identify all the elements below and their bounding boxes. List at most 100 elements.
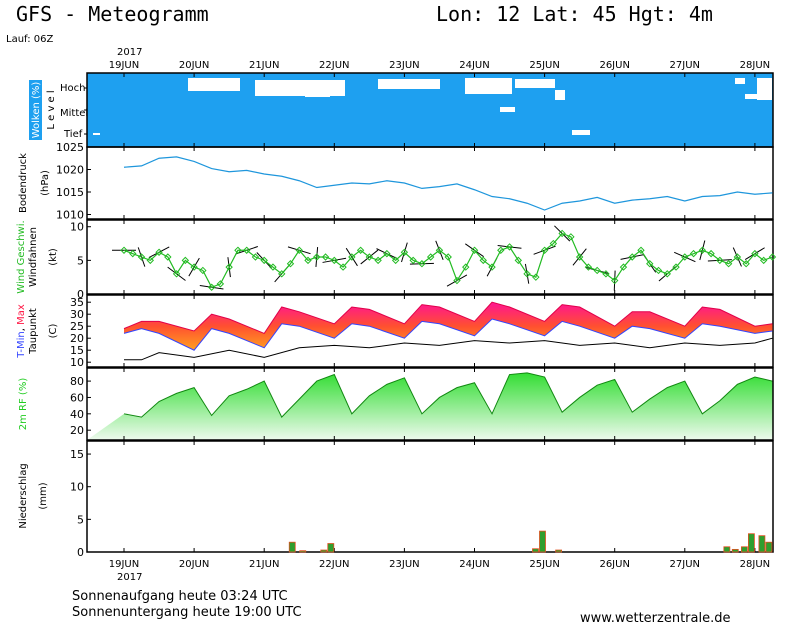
precip-unit: (mm) (38, 482, 49, 509)
wind-point (567, 233, 575, 241)
wind-point (374, 256, 382, 265)
pressure-ytick-label: 1025 (56, 141, 84, 154)
cloud-gap (188, 78, 240, 91)
wind-point (637, 246, 645, 254)
rh-ytick-label: 80 (70, 375, 84, 388)
precip-bar (320, 549, 328, 553)
day-axis-top: 19JUN 20JUN 21JUN 22JUN 23JUN 24JUN 25JUN 26JUN… (109, 60, 770, 71)
rh-ytick-label: 60 (70, 391, 84, 404)
precip-bar (747, 533, 755, 553)
precip-bar (327, 543, 335, 553)
wind-point (286, 260, 295, 268)
wind-point (698, 246, 707, 254)
day-label-bottom: 28JUN (740, 559, 770, 570)
day-label-bottom: 24JUN (459, 559, 489, 570)
temp-band (124, 302, 773, 351)
pressure-line (123, 156, 773, 211)
wind-point (137, 253, 146, 261)
day-label-top: 24JUN (459, 60, 489, 71)
site-label: www.wetterzentrale.de (580, 611, 730, 625)
wind-point (251, 253, 260, 261)
sunset-label: Sonnenuntergang heute 19:00 UTC (72, 605, 302, 620)
cloud-gap (272, 86, 290, 96)
wind-point (453, 276, 461, 285)
rh-title: 2m RF (%) (18, 378, 29, 431)
cloud-gap (735, 78, 745, 84)
wind-ytick-label: 5 (77, 254, 84, 267)
wind-point (514, 256, 523, 265)
pressure-title: Bodendruck (18, 153, 29, 213)
cloud-gap (572, 130, 590, 135)
wind-point (628, 253, 636, 261)
wind-point (356, 246, 365, 254)
precip-ytick-label: 10 (70, 481, 84, 494)
tmax-line (123, 301, 773, 335)
wind-subtitle: Windfahnen (28, 227, 39, 287)
wind-point (733, 253, 742, 261)
level-title: L e v e l (46, 90, 57, 129)
wind-point (129, 249, 137, 258)
cloud-gap (745, 94, 760, 99)
wind-point (383, 249, 391, 258)
wind-point (181, 256, 190, 265)
temp-ytick-label: 35 (70, 296, 84, 309)
level-label-low: Tief (63, 129, 83, 140)
wind-point (199, 266, 207, 275)
wind-point (146, 256, 154, 265)
wind-point (470, 246, 479, 254)
wind-point (295, 246, 303, 254)
precip-bar (765, 541, 773, 553)
day-label-top: 19JUN (109, 60, 139, 71)
wind-title: Wind Geschwi. (16, 220, 27, 293)
precip-bar (740, 546, 748, 553)
temp-title: T-Min, Max (16, 304, 27, 359)
precip-ytick-label: 15 (70, 448, 84, 461)
location-label: Lon: 12 Lat: 45 Hgt: 4m (436, 2, 713, 26)
precip-panel-frame (86, 440, 774, 553)
wind-point (724, 260, 733, 268)
wind-point (120, 246, 128, 254)
wind-point (610, 276, 619, 285)
temp-unit: (C) (48, 324, 59, 339)
cloud-gap (305, 90, 330, 97)
cloud-gap (500, 107, 515, 112)
day-label-top: 21JUN (249, 60, 279, 71)
temp-ytick-label: 30 (70, 308, 84, 321)
wind-line (123, 232, 773, 289)
wind-point (365, 253, 374, 261)
cloud-gap (555, 90, 565, 100)
day-label-top: 20JUN (179, 60, 209, 71)
wind-point (418, 260, 426, 268)
wind-point (663, 270, 671, 278)
wind-point (278, 270, 286, 278)
day-label-bottom: 27JUN (670, 559, 700, 570)
cloud-gap (378, 79, 440, 89)
precip-bar (532, 548, 539, 553)
wind-point (313, 253, 321, 261)
wind-point (619, 263, 628, 271)
wind-point (269, 263, 277, 271)
rh-ytick-label: 40 (70, 408, 84, 421)
cloud-gap (757, 78, 772, 100)
precip-bar (723, 546, 731, 553)
wind-ytick-label: 10 (70, 221, 84, 234)
cloud-gap (93, 133, 100, 135)
temp-ytick-label: 10 (70, 356, 84, 369)
page-title: GFS - Meteogramm (16, 2, 209, 26)
pressure-ytick-label: 1010 (56, 209, 84, 222)
wind-point (751, 249, 759, 258)
day-label-bottom: 23JUN (389, 559, 419, 570)
day-label-top: 28JUN (740, 60, 770, 71)
wind-point (462, 263, 470, 271)
temp-panel-frame (86, 294, 774, 368)
cloud-gap (255, 80, 345, 96)
day-label-bottom: 26JUN (599, 559, 629, 570)
pressure-ytick-label: 1015 (56, 186, 84, 199)
run-label: Lauf: 06Z (6, 34, 53, 45)
sunrise-label: Sonnenaufgang heute 03:24 UTC (72, 589, 288, 604)
wind-point (409, 256, 417, 265)
precip-bar (555, 549, 563, 553)
wind-ytick-label: 0 (77, 288, 84, 301)
wind-point (488, 263, 496, 271)
